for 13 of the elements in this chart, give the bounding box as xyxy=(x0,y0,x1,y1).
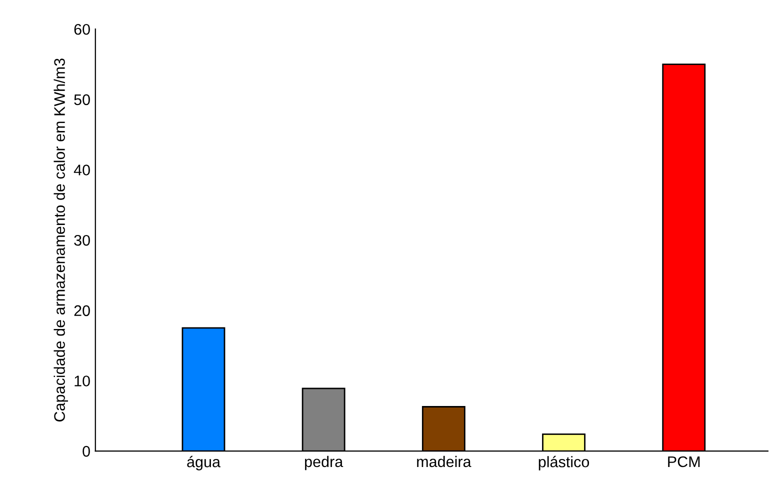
y-tick-label: 60 xyxy=(74,24,90,35)
y-axis-title: Capacidade de armazenamento de calor em KWh/m3 xyxy=(54,58,68,422)
y-tick-label: 20 xyxy=(74,305,90,316)
y-tick-label: 0 xyxy=(82,446,90,457)
y-tick-label: 50 xyxy=(74,94,90,106)
x-tick-label: pedra xyxy=(305,456,344,470)
y-tick-label: 40 xyxy=(74,164,90,176)
y-tick-label: 30 xyxy=(74,234,90,246)
x-tick-label: PCM xyxy=(668,456,700,468)
y-tick-label: 10 xyxy=(74,376,90,386)
x-tick-label: água xyxy=(187,456,220,470)
x-tick-label: madeira xyxy=(417,456,472,468)
x-tick-label: plástico xyxy=(538,456,590,470)
